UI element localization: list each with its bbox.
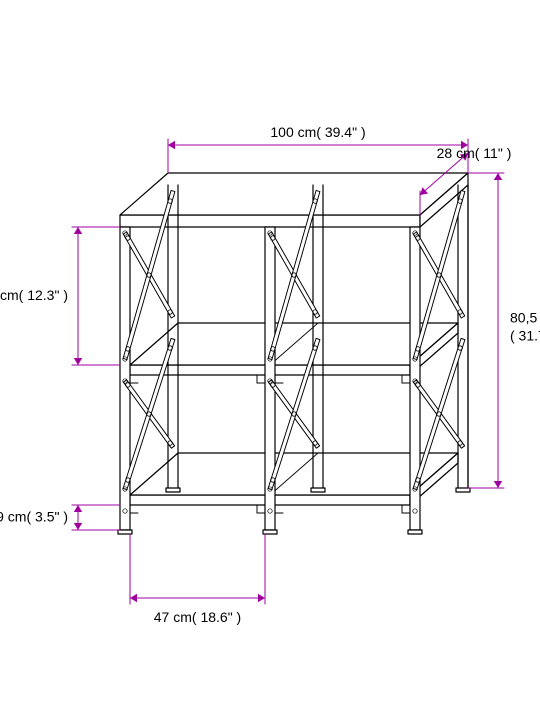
dim-overall-height: 80,5 cm( 31.7" ) <box>510 310 540 344</box>
dim-shelf-gap: 31 cm( 12.3" ) <box>0 287 68 303</box>
furniture-drawing <box>118 173 470 534</box>
dim-inner-width: 47 cm( 18.6" ) <box>154 609 241 625</box>
dim-overall-width: 100 cm( 39.4" ) <box>270 124 365 140</box>
dim-foot-height: 9 cm( 3.5" ) <box>0 509 68 525</box>
dim-overall-depth: 28 cm( 11" ) <box>437 145 512 161</box>
